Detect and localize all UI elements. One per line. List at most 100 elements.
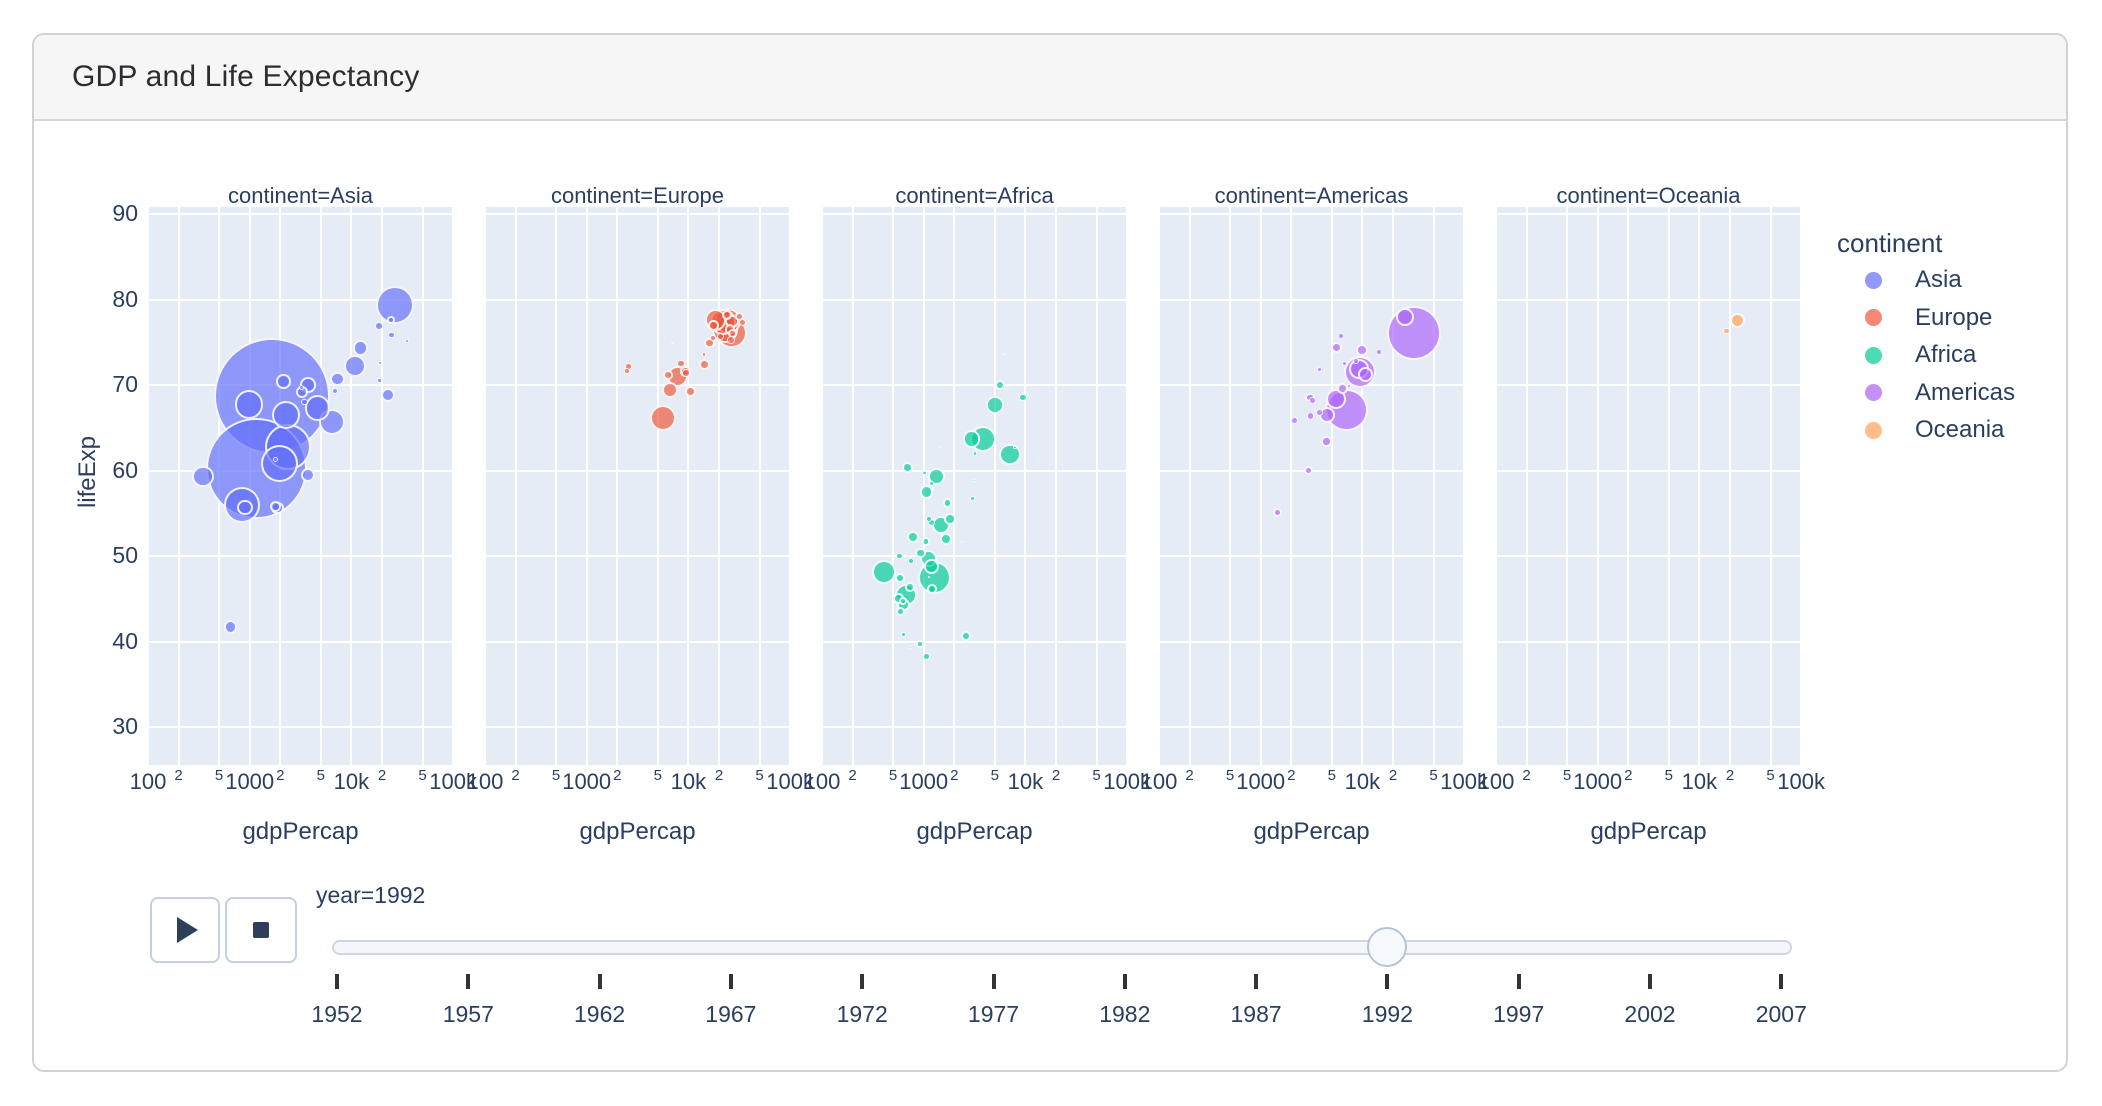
data-bubble-europe[interactable] [685,386,697,398]
slider-tick-mark[interactable] [1122,974,1127,989]
slider-tick-label-1962[interactable]: 1962 [574,1001,626,1027]
stop-button[interactable] [225,897,297,963]
slider-track[interactable] [332,940,1792,955]
data-bubble-africa[interactable] [907,558,914,565]
data-bubble-asia[interactable] [387,315,396,325]
slider-tick-label-2007[interactable]: 2007 [1755,1001,1807,1027]
data-bubble-africa[interactable] [928,576,931,579]
slider-tick-mark[interactable] [860,974,865,989]
data-bubble-europe[interactable] [701,351,707,357]
data-bubble-asia[interactable] [276,374,291,389]
data-bubble-americas[interactable] [1337,333,1345,340]
data-bubble-asia[interactable] [272,400,301,429]
data-bubble-europe[interactable] [704,337,716,349]
data-bubble-asia[interactable] [304,395,331,421]
data-bubble-africa[interactable] [1002,352,1005,356]
slider-tick-mark[interactable] [1254,974,1259,989]
data-bubble-asia[interactable] [192,465,214,488]
data-bubble-africa[interactable] [919,485,934,499]
slider-tick-label-1952[interactable]: 1952 [311,1001,363,1027]
data-bubble-africa[interactable] [896,607,905,616]
data-bubble-africa[interactable] [973,479,977,483]
data-bubble-americas[interactable] [1386,305,1442,361]
data-bubble-americas[interactable] [1306,411,1315,420]
legend-item-europe[interactable]: Europe [1856,301,2046,335]
data-bubble-africa[interactable] [1013,445,1018,450]
data-bubble-europe[interactable] [698,359,710,370]
data-bubble-americas[interactable] [1272,507,1282,517]
data-bubble-africa[interactable] [905,581,916,592]
slider-tick-mark[interactable] [466,974,471,989]
slider-tick-label-1977[interactable]: 1977 [967,1001,1020,1027]
slider-tick-mark[interactable] [728,974,733,989]
data-bubble-americas[interactable] [1309,396,1317,404]
data-bubble-africa[interactable] [901,632,907,638]
data-bubble-americas[interactable] [1341,360,1347,367]
data-bubble-africa[interactable] [1037,456,1041,461]
data-bubble-africa[interactable] [999,443,1021,465]
slider-tick-label-1992[interactable]: 1992 [1361,1001,1413,1027]
slider-tick-mark[interactable] [1516,974,1521,989]
data-bubble-africa[interactable] [960,541,964,544]
data-bubble-europe[interactable] [677,360,685,368]
data-bubble-africa[interactable] [928,480,934,486]
data-bubble-asia[interactable] [272,456,278,462]
data-bubble-africa[interactable] [922,470,927,476]
data-bubble-europe[interactable] [727,335,736,344]
slider-tick-label-1982[interactable]: 1982 [1099,1001,1151,1027]
data-bubble-americas[interactable] [1331,341,1343,353]
data-bubble-europe[interactable] [728,308,732,312]
data-bubble-americas[interactable] [1396,307,1415,326]
data-bubble-asia[interactable] [261,445,299,483]
data-bubble-africa[interactable] [922,537,931,546]
data-bubble-americas[interactable] [1321,436,1332,447]
data-bubble-asia[interactable] [404,338,409,343]
data-bubble-asia[interactable] [352,340,369,356]
data-bubble-europe[interactable] [738,319,746,327]
slider-tick-mark[interactable] [597,974,602,989]
data-bubble-africa[interactable] [927,584,937,595]
slider-tick-mark[interactable] [1779,974,1784,989]
data-bubble-americas[interactable] [1315,408,1324,417]
data-bubble-asia[interactable] [237,499,253,515]
legend-item-oceania[interactable]: Oceania [1856,413,2046,447]
data-bubble-africa[interactable] [1001,385,1006,390]
data-bubble-asia[interactable] [234,390,264,419]
slider-tick-label-2002[interactable]: 2002 [1624,1001,1676,1027]
data-bubble-americas[interactable] [1304,466,1314,475]
data-bubble-europe[interactable] [624,368,631,375]
data-bubble-africa[interactable] [962,430,981,448]
data-bubble-africa[interactable] [961,631,972,642]
data-bubble-americas[interactable] [1291,417,1299,425]
legend-item-asia[interactable]: Asia [1856,263,2046,297]
slider-tick-mark[interactable] [1648,974,1652,989]
legend-item-africa[interactable]: Africa [1856,338,2046,372]
data-bubble-americas[interactable] [1317,367,1323,373]
data-bubble-asia[interactable] [376,285,414,324]
data-bubble-africa[interactable] [909,645,913,650]
data-bubble-europe[interactable] [650,405,677,432]
data-bubble-africa[interactable] [916,639,925,649]
slider-tick-mark[interactable] [335,974,339,989]
legend-item-americas[interactable]: Americas [1856,376,2046,410]
data-bubble-africa[interactable] [939,532,952,545]
data-bubble-africa[interactable] [906,531,919,544]
data-bubble-americas[interactable] [1347,384,1351,388]
data-bubble-africa[interactable] [942,498,953,508]
data-bubble-europe[interactable] [682,369,690,377]
data-bubble-oceania[interactable] [1729,312,1745,328]
data-bubble-africa[interactable] [915,548,926,559]
data-bubble-asia[interactable] [223,486,261,523]
slider-tick-label-1967[interactable]: 1967 [705,1001,757,1027]
data-bubble-europe[interactable] [707,319,719,331]
data-bubble-africa[interactable] [970,496,976,502]
data-bubble-africa[interactable] [928,468,946,485]
play-button[interactable] [150,897,220,963]
data-bubble-africa[interactable] [871,559,897,585]
data-bubble-asia[interactable] [375,322,383,330]
data-bubble-europe[interactable] [716,332,725,341]
data-bubble-americas[interactable] [1376,348,1383,355]
data-bubble-africa[interactable] [925,515,933,523]
slider-handle[interactable] [1367,926,1408,967]
slider-tick-label-1987[interactable]: 1987 [1230,1001,1282,1027]
